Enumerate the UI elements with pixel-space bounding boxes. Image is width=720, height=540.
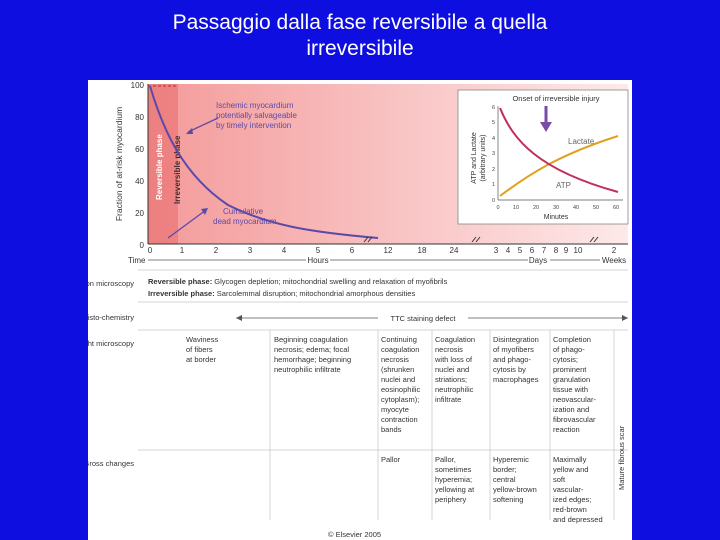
inset-y-tick: 0 [492,198,495,204]
row-label-gross: Gross changes [88,459,134,468]
gross-changes-columns: Pallor Pallor, sometimes hyperemia; yellowi… [381,455,603,524]
slide-title-line-1: Passaggio dalla fase reversibile a quell… [172,11,548,34]
reversible-phase-label: Reversible phase [155,134,164,200]
inset-y-tick: 2 [492,167,495,173]
day-tick: 7 [542,246,547,255]
dead-arrowhead [201,208,208,215]
hour-tick: 0 [148,246,153,255]
atp-lactate-inset: Onset of irreversible injury ATP and Lac… [457,89,629,225]
salvageable-curve [149,85,379,239]
ttc-label: TTC staining defect [390,314,456,323]
y-tick-label: 100 [131,81,145,90]
y-axis-label: Fraction of at-risk myocardium [114,107,124,221]
inset-x-tick: 20 [533,205,539,211]
inset-x-tick: 40 [573,205,579,211]
inset-y-label: ATP and Lactate [471,132,478,184]
onset-arrowhead [540,122,552,132]
svg-text:Pallor: Pallor [381,455,401,464]
day-tick: 5 [518,246,523,255]
inset-y-tick: 1 [492,182,495,188]
ischemic-annotation-line: Ischemic myocardium [216,101,294,110]
reversible-phase-em: Reversible phase: Glycogen depletion; mi… [148,277,448,286]
day-tick: 4 [506,246,511,255]
inset-x-tick: 50 [593,205,599,211]
ttc-arrowhead-right [622,315,628,321]
dead-arrow [167,209,207,239]
day-tick: 10 [574,246,583,255]
ischemic-arrowhead [186,128,193,134]
row-label-histochem: Histo-chemistry [88,313,134,322]
phase-band [148,84,178,244]
day-tick: 8 [554,246,559,255]
hour-tick: 4 [282,246,287,255]
inset-x-tick: 10 [513,205,519,211]
inset-title: Onset of irreversible injury [512,94,599,103]
hours-label: Hours [307,256,328,265]
inset-x-label: Minutes [544,214,569,221]
row-label-light: Light microscopy [88,339,134,348]
row-label-em: Electron microscopy [88,279,134,288]
days-label: Days [529,256,547,265]
day-tick: 3 [494,246,499,255]
light-microscopy-columns: Waviness of fibers at border Beginning coa… [186,335,596,434]
hour-tick: 6 [350,246,355,255]
y-tick-label: 20 [135,209,144,218]
hour-tick: 2 [214,246,219,255]
mature-scar-label: Mature fibrous scar [617,425,626,490]
day-tick: 6 [530,246,535,255]
y-tick-label: 0 [140,241,145,250]
irreversible-phase-label: Irreversible phase [173,135,182,204]
ischemic-arrow [187,117,219,133]
atp-curve [499,107,619,193]
inset-y-tick: 6 [492,105,495,111]
dead-annotation-line: Cumulative [223,207,264,216]
hour-tick: 12 [384,246,393,255]
irreversible-phase-em: Irreversible phase: Sarcolemmal disrupti… [148,289,415,298]
time-label: Time [128,256,146,265]
myocardial-infarction-figure: Fraction of at-risk myocardium 100 80 60… [88,81,629,539]
weeks-label: Weeks [602,256,626,265]
inset-y-tick: 3 [492,151,495,157]
week-tick: 2 [612,246,617,255]
inset-x-tick: 60 [613,205,619,211]
y-tick-label: 40 [135,177,144,186]
y-tick-label: 60 [135,145,144,154]
atp-label: ATP [556,181,571,190]
ischemic-annotation-line: by timely intervention [216,121,291,130]
hour-tick: 24 [450,246,459,255]
inset-y-tick: 5 [492,120,495,126]
lactate-curve [499,135,619,197]
slide-title: Passaggio dalla fase reversibile a quell… [60,10,660,62]
figure-panel: Fraction of at-risk myocardium 100 80 60… [88,80,632,540]
copyright: © Elsevier 2005 [328,530,381,539]
ttc-arrowhead-left [236,315,242,321]
hour-tick: 18 [418,246,427,255]
hour-tick: 3 [248,246,253,255]
ischemic-annotation-line: potentially salvageable [216,111,297,120]
hour-tick: 5 [316,246,321,255]
dead-annotation-line: dead myocardium [213,217,277,226]
lactate-label: Lactate [568,137,595,146]
inset-x-tick: 30 [553,205,559,211]
slide-title-line-2: irreversibile [306,37,414,60]
inset-y-label: (arbitrary units) [480,134,487,181]
day-tick: 9 [564,246,569,255]
y-tick-label: 80 [135,113,144,122]
inset-x-tick: 0 [496,205,499,211]
hour-tick: 1 [180,246,185,255]
inset-y-tick: 4 [492,136,495,142]
